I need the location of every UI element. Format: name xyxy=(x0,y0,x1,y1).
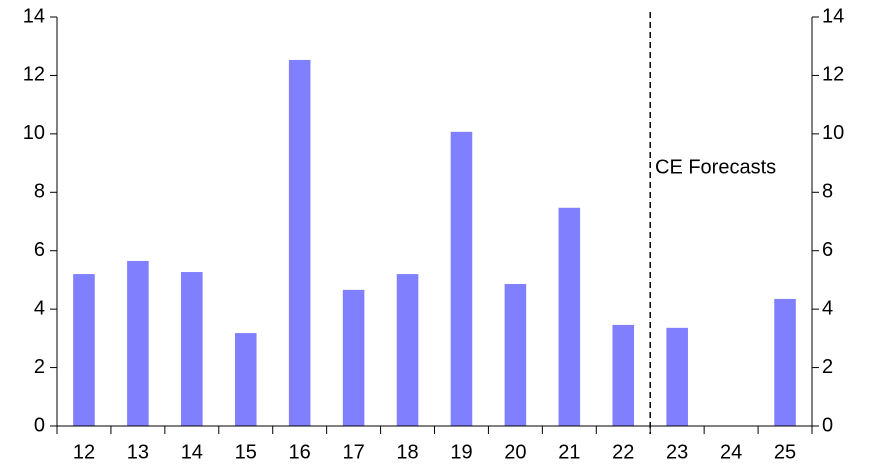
bar xyxy=(288,59,311,426)
y-tick-label: 14 xyxy=(23,5,45,27)
y2-tick-label: 14 xyxy=(822,5,844,27)
x-tick-label: 24 xyxy=(720,441,742,463)
annotation: CE Forecasts xyxy=(655,156,776,178)
bar xyxy=(774,298,796,426)
y2-tick-label: 6 xyxy=(822,239,833,261)
x-tick-label: 12 xyxy=(73,441,95,463)
bar xyxy=(342,289,365,426)
bar xyxy=(396,274,419,426)
x-tick-label: 25 xyxy=(774,441,796,463)
bar xyxy=(450,131,473,427)
x-tick-label: 19 xyxy=(450,441,472,463)
x-tick-label: 14 xyxy=(181,441,203,463)
bar xyxy=(127,260,149,426)
y-tick-label: 4 xyxy=(34,297,45,319)
x-tick-label: 21 xyxy=(558,441,580,463)
bar xyxy=(504,284,527,426)
y2-tick-label: 12 xyxy=(822,64,844,86)
y-tick-label: 8 xyxy=(34,181,45,203)
x-tick-label: 22 xyxy=(612,441,634,463)
x-tick-label: 17 xyxy=(342,441,364,463)
y2-tick-label: 10 xyxy=(822,122,844,144)
bar xyxy=(73,274,95,426)
y-tick-label: 0 xyxy=(34,414,45,436)
y2-tick-label: 2 xyxy=(822,356,833,378)
y-tick-label: 6 xyxy=(34,239,45,261)
x-tick-label: 20 xyxy=(504,441,526,463)
y2-tick-label: 4 xyxy=(822,297,833,319)
y2-tick-label: 0 xyxy=(822,414,833,436)
x-tick-label: 15 xyxy=(235,441,257,463)
bar xyxy=(234,333,257,426)
x-tick-label: 23 xyxy=(666,441,688,463)
bar xyxy=(612,324,635,426)
y-tick-label: 12 xyxy=(23,64,45,86)
bar xyxy=(181,272,203,426)
bar xyxy=(666,327,688,426)
y-tick-label: 2 xyxy=(34,356,45,378)
x-tick-label: 16 xyxy=(289,441,311,463)
bar xyxy=(558,207,581,426)
x-tick-label: 18 xyxy=(396,441,418,463)
x-tick-label: 13 xyxy=(127,441,149,463)
y-tick-label: 10 xyxy=(23,122,45,144)
y2-tick-label: 8 xyxy=(822,181,833,203)
